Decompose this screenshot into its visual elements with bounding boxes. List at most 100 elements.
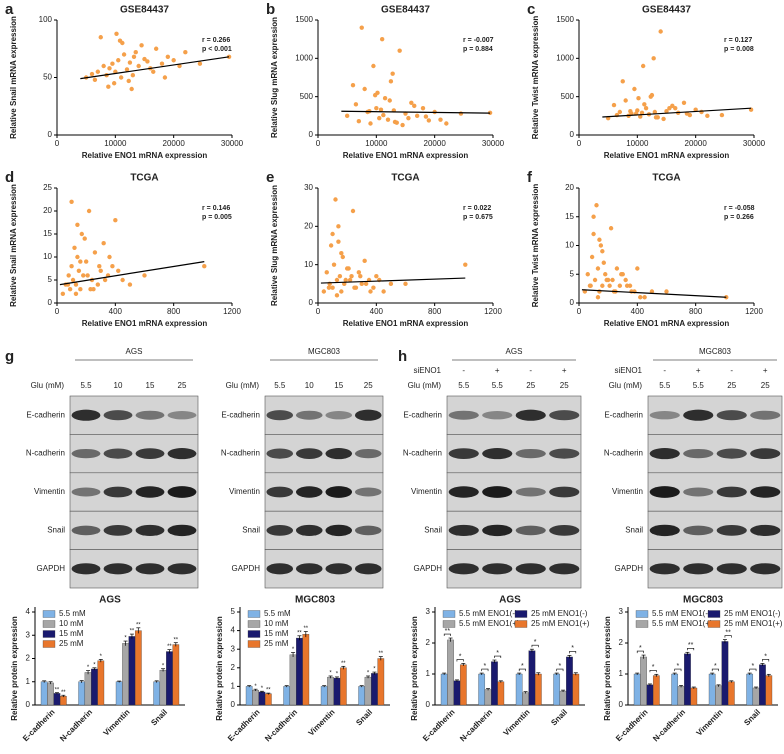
sig-bracket: [518, 668, 526, 672]
blot-band: [515, 563, 546, 575]
sig-bracket: [443, 633, 451, 637]
sig-mark: **: [725, 629, 731, 636]
lane-label: 25: [761, 381, 770, 390]
legend-swatch: [42, 630, 56, 638]
bar: [40, 681, 48, 706]
blot-band: [135, 486, 165, 498]
blot-row-label: Snail: [47, 526, 65, 535]
point: [368, 289, 373, 294]
sig-mark: **: [445, 628, 451, 635]
bar: [78, 681, 86, 706]
lane-label: +: [562, 366, 567, 375]
blot-row-label: N-cadherin: [604, 449, 643, 458]
blot-band: [167, 486, 197, 498]
sig-mark: *: [93, 662, 96, 668]
point: [106, 84, 111, 89]
point: [102, 277, 108, 283]
point: [83, 259, 89, 264]
blot-band: [549, 525, 580, 536]
point: [171, 58, 176, 63]
point: [75, 222, 80, 227]
bar: [677, 686, 685, 706]
blot-band: [354, 487, 382, 497]
sig-mark: **: [55, 687, 60, 693]
y-tick-label: 1500: [295, 15, 313, 24]
blot-band: [325, 411, 353, 420]
point: [617, 109, 623, 115]
point: [412, 103, 417, 109]
bar: [377, 658, 385, 706]
blot-band: [683, 563, 714, 575]
x-tick-label: 1200: [484, 307, 502, 316]
point: [88, 287, 93, 292]
lane-label: -: [663, 366, 666, 375]
y-tick-label: 50: [43, 73, 52, 82]
bar: [752, 687, 760, 706]
point: [131, 54, 137, 59]
legend-swatch: [42, 620, 56, 628]
point: [397, 48, 402, 53]
y-tick-label: 0: [48, 130, 53, 139]
point: [165, 54, 171, 59]
point: [340, 254, 345, 260]
y-tick-label: 0: [309, 130, 314, 139]
point: [117, 38, 123, 43]
y-tick-label: 1500: [556, 15, 574, 24]
point: [145, 59, 150, 64]
blot-row-label: E-cadherin: [403, 410, 442, 419]
legend-swatch: [42, 640, 56, 648]
blot-band: [482, 563, 513, 575]
point: [628, 109, 633, 114]
sig-mark: *: [261, 686, 264, 692]
lane-label: 10: [305, 381, 314, 390]
point: [638, 114, 643, 119]
legend-label: 10 mM: [264, 619, 289, 628]
bar: [289, 654, 297, 706]
point: [623, 277, 628, 283]
bar: [708, 673, 716, 706]
sig-mark: *: [534, 639, 537, 646]
point: [116, 58, 121, 63]
legend-label: 25 mM ENO1(+): [531, 619, 590, 628]
blot-band: [266, 448, 294, 459]
sig-mark: *: [484, 663, 487, 670]
point: [110, 61, 115, 66]
point: [70, 277, 76, 283]
point: [72, 245, 77, 250]
point: [604, 277, 609, 283]
blot-header-label: Glu (mM): [408, 381, 442, 390]
lane-label: +: [495, 366, 500, 375]
lane-label: -: [730, 366, 733, 375]
bar: [447, 639, 454, 706]
point: [321, 289, 327, 294]
point: [113, 218, 118, 223]
point: [101, 241, 106, 246]
point: [387, 98, 392, 103]
legend-swatch: [514, 620, 528, 628]
point: [635, 266, 640, 271]
point: [177, 63, 182, 69]
fit-line: [80, 56, 230, 80]
point: [458, 111, 464, 116]
y-tick-label: 4: [231, 626, 236, 635]
point: [129, 86, 134, 92]
point: [120, 277, 125, 283]
blot-row-label: Snail: [625, 526, 643, 535]
sig-bracket: [749, 668, 757, 672]
x-tick-label: 0: [577, 307, 582, 316]
panel-label: a: [5, 1, 14, 18]
point: [601, 260, 606, 265]
blot-band: [649, 411, 680, 420]
x-tick-label: 0: [55, 139, 60, 148]
point: [438, 117, 443, 122]
sig-bracket: [456, 659, 464, 662]
y-tick-label: 2: [619, 638, 624, 647]
annotation: r = 0.266: [202, 37, 230, 44]
legend-label: 15 mM: [59, 629, 84, 638]
blot-band: [167, 524, 197, 537]
lane-label: 5.5: [274, 381, 286, 390]
x-tick-label: 400: [631, 307, 645, 316]
point: [423, 114, 429, 119]
blot-band: [716, 448, 747, 459]
